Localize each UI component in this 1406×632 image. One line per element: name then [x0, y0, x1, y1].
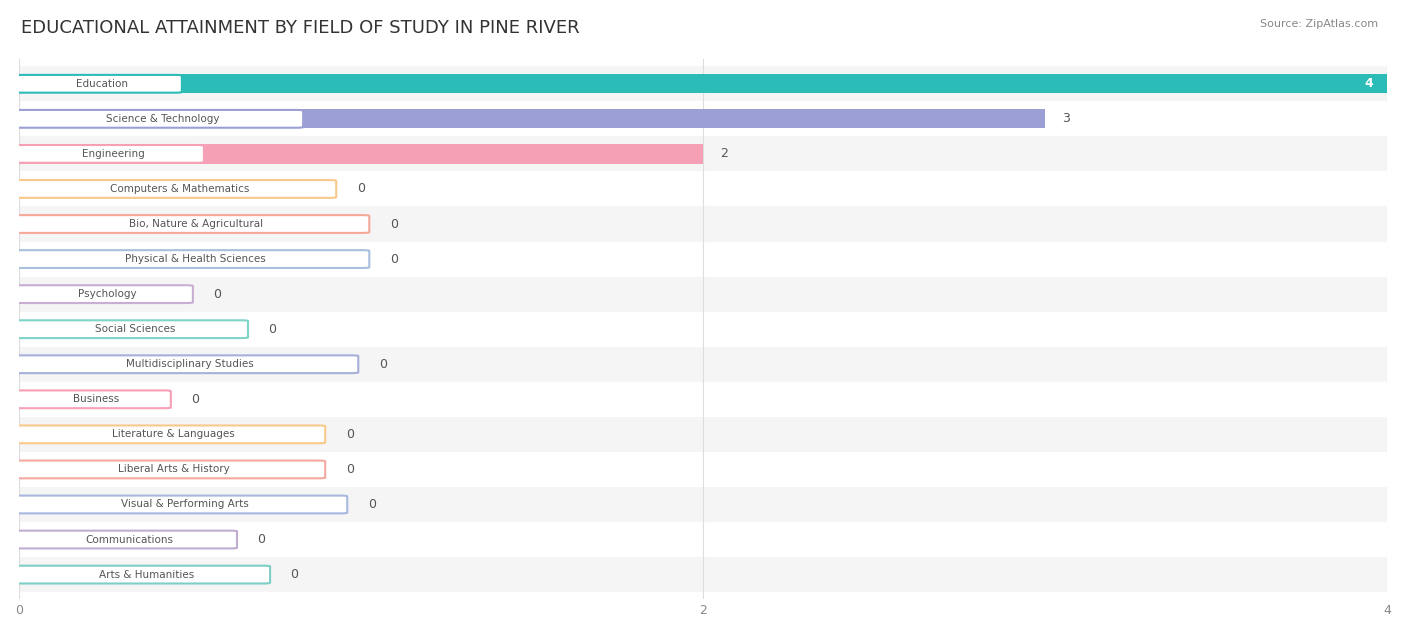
- FancyBboxPatch shape: [15, 425, 325, 443]
- Bar: [20, 144, 703, 164]
- Bar: [20, 312, 1406, 347]
- Text: 0: 0: [357, 183, 364, 195]
- FancyBboxPatch shape: [15, 145, 204, 163]
- Bar: [20, 207, 1406, 241]
- Bar: [20, 109, 1045, 128]
- FancyBboxPatch shape: [15, 285, 193, 303]
- Bar: [20, 347, 1406, 382]
- FancyBboxPatch shape: [15, 531, 238, 549]
- Text: 0: 0: [269, 323, 277, 336]
- FancyBboxPatch shape: [15, 461, 325, 478]
- Text: Visual & Performing Arts: Visual & Performing Arts: [121, 499, 249, 509]
- FancyBboxPatch shape: [15, 250, 370, 268]
- Text: Psychology: Psychology: [79, 289, 136, 299]
- Text: 0: 0: [378, 358, 387, 371]
- Text: Multidisciplinary Studies: Multidisciplinary Studies: [127, 359, 254, 369]
- Text: Social Sciences: Social Sciences: [96, 324, 176, 334]
- Text: 0: 0: [346, 463, 354, 476]
- Text: Liberal Arts & History: Liberal Arts & History: [118, 465, 229, 475]
- Text: Education: Education: [76, 79, 128, 88]
- FancyBboxPatch shape: [15, 180, 336, 198]
- Bar: [20, 241, 1406, 277]
- Bar: [20, 101, 1406, 137]
- Text: Engineering: Engineering: [82, 149, 145, 159]
- Text: EDUCATIONAL ATTAINMENT BY FIELD OF STUDY IN PINE RIVER: EDUCATIONAL ATTAINMENT BY FIELD OF STUDY…: [21, 19, 579, 37]
- Text: 0: 0: [214, 288, 221, 301]
- Bar: [20, 417, 1406, 452]
- Text: 0: 0: [257, 533, 266, 546]
- Text: Arts & Humanities: Arts & Humanities: [98, 569, 194, 580]
- Bar: [20, 171, 1406, 207]
- Text: 0: 0: [389, 217, 398, 231]
- FancyBboxPatch shape: [15, 110, 304, 128]
- Bar: [20, 74, 1388, 94]
- Bar: [20, 382, 1406, 417]
- Text: 0: 0: [389, 253, 398, 265]
- FancyBboxPatch shape: [15, 215, 370, 233]
- Bar: [20, 522, 1406, 557]
- FancyBboxPatch shape: [15, 391, 170, 408]
- Text: 0: 0: [346, 428, 354, 441]
- Text: Bio, Nature & Agricultural: Bio, Nature & Agricultural: [129, 219, 263, 229]
- Text: 0: 0: [291, 568, 298, 581]
- Bar: [20, 137, 1406, 171]
- Text: 2: 2: [720, 147, 728, 161]
- Text: Physical & Health Sciences: Physical & Health Sciences: [125, 254, 266, 264]
- FancyBboxPatch shape: [15, 75, 181, 93]
- Bar: [20, 452, 1406, 487]
- FancyBboxPatch shape: [15, 566, 270, 583]
- Text: 0: 0: [191, 393, 200, 406]
- Text: 0: 0: [368, 498, 375, 511]
- Bar: [20, 277, 1406, 312]
- Text: 3: 3: [1062, 112, 1070, 125]
- Bar: [20, 66, 1406, 101]
- Text: 4: 4: [1365, 77, 1374, 90]
- Text: Communications: Communications: [86, 535, 174, 545]
- FancyBboxPatch shape: [15, 495, 347, 513]
- Text: Computers & Mathematics: Computers & Mathematics: [110, 184, 249, 194]
- Text: Source: ZipAtlas.com: Source: ZipAtlas.com: [1260, 19, 1378, 29]
- Bar: [20, 557, 1406, 592]
- Text: Literature & Languages: Literature & Languages: [112, 429, 235, 439]
- FancyBboxPatch shape: [15, 355, 359, 373]
- Text: Business: Business: [73, 394, 120, 404]
- Bar: [20, 487, 1406, 522]
- Text: Science & Technology: Science & Technology: [105, 114, 219, 124]
- FancyBboxPatch shape: [15, 320, 247, 338]
